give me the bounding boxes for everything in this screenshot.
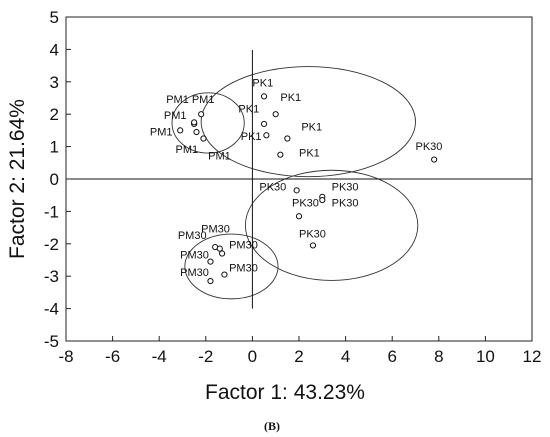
point-pk1: [272, 111, 279, 118]
y-axis-title: Factor 2: 21.64%: [6, 99, 29, 259]
point-label-pm1: PM1: [208, 151, 231, 163]
x-tick-label: 0: [248, 347, 257, 366]
point-pk1: [263, 132, 270, 139]
point-label-pk30: PK30: [299, 228, 326, 240]
x-tick-label: 4: [341, 347, 350, 366]
y-tick-label: -2: [44, 235, 59, 254]
cluster-ellipse-pk1: [200, 66, 416, 178]
x-tick-label: 2: [294, 347, 303, 366]
y-axis-ticks: -5 -4 -3 -2 -1 0 1 2 3 4 5: [44, 8, 71, 351]
point-pm1: [191, 119, 198, 126]
x-tick-label: 8: [434, 347, 443, 366]
point-pm30: [219, 250, 226, 257]
point-pm1: [177, 127, 184, 134]
point-pk30: [431, 156, 438, 163]
y-tick-label: -3: [44, 267, 59, 286]
point-label-pm1: PM1: [166, 94, 189, 106]
y-tick-label: 0: [50, 170, 59, 189]
data-points: [177, 93, 438, 285]
point-label-pm30: PM30: [229, 240, 258, 252]
reference-lines: [66, 50, 532, 309]
y-tick-label: 4: [50, 40, 59, 59]
point-pk1: [277, 151, 284, 158]
point-label-pk30: PK30: [332, 198, 359, 210]
point-label-pm30: PM30: [201, 223, 230, 235]
point-label-pm30: PM30: [229, 262, 258, 274]
point-label-pk30: PK30: [332, 181, 359, 193]
point-pm30: [207, 277, 214, 285]
y-tick-label: -4: [44, 300, 59, 319]
point-label-pk30: PK30: [259, 181, 286, 193]
point-pm30: [216, 245, 223, 252]
point-label-pk1: PK1: [299, 147, 320, 159]
point-labels: PM1 PM1PM1PM1PM1PM1PK1PK1PK1PK1PK1PK1PK30…: [150, 78, 443, 280]
figure-caption: (B): [264, 419, 280, 433]
y-tick-label: -1: [44, 202, 59, 221]
point-label-pk1: PK1: [241, 131, 262, 143]
x-tick-label: -2: [198, 347, 213, 366]
point-pm30: [221, 271, 228, 278]
point-pk30: [295, 213, 303, 220]
point-pk1: [260, 120, 268, 128]
point-label-pm1: PM1: [150, 126, 173, 138]
point-label-pm1: PM1: [176, 144, 199, 156]
x-tick-label: 6: [387, 347, 396, 366]
x-tick-label: 12: [523, 347, 542, 366]
point-label-pm30: PM30: [180, 267, 209, 279]
point-label-pk1: PK1: [280, 92, 301, 104]
x-tick-label: -8: [58, 347, 73, 366]
point-pm1: [193, 128, 200, 136]
point-pk30: [309, 242, 317, 249]
cluster-ellipse-pm30: [184, 233, 279, 300]
cluster-ellipse-pm1: [171, 92, 245, 154]
y-tick-label: 3: [50, 73, 59, 92]
point-label-pk1: PK1: [252, 78, 273, 90]
point-label-pk1: PK1: [238, 104, 259, 116]
point-label-pm30: PM30: [180, 249, 209, 261]
x-tick-label: 10: [476, 347, 495, 366]
point-pk1: [284, 135, 291, 142]
cluster-ellipse-pk30: [244, 169, 419, 281]
point-pk30: [319, 196, 326, 204]
point-pk30: [293, 187, 300, 194]
y-tick-label: 1: [50, 138, 59, 157]
y-tick-label: 5: [50, 8, 59, 27]
point-label-pk30: PK30: [292, 198, 319, 210]
x-axis-ticks: -8 -6 -4 -2 0 2 4 6 8 10 12: [58, 336, 541, 366]
point-label-pm30: PM30: [178, 230, 207, 242]
x-tick-label: -6: [105, 347, 120, 366]
x-tick-label: -4: [152, 347, 167, 366]
point-label-pm1: PM1: [192, 94, 215, 106]
point-label-pk30: PK30: [416, 141, 443, 153]
point-pm1: [198, 111, 205, 118]
y-tick-label: 2: [50, 105, 59, 124]
point-pk1: [260, 93, 268, 100]
point-label-pk1: PK1: [301, 121, 322, 133]
cluster-ellipses: [171, 66, 419, 300]
point-label-pm1: PM1: [164, 110, 187, 122]
x-axis-title: Factor 1: 43.23%: [205, 381, 365, 404]
point-pm30: [207, 258, 214, 265]
y-tick-label: -5: [44, 332, 59, 351]
point-pm1: [200, 135, 207, 142]
